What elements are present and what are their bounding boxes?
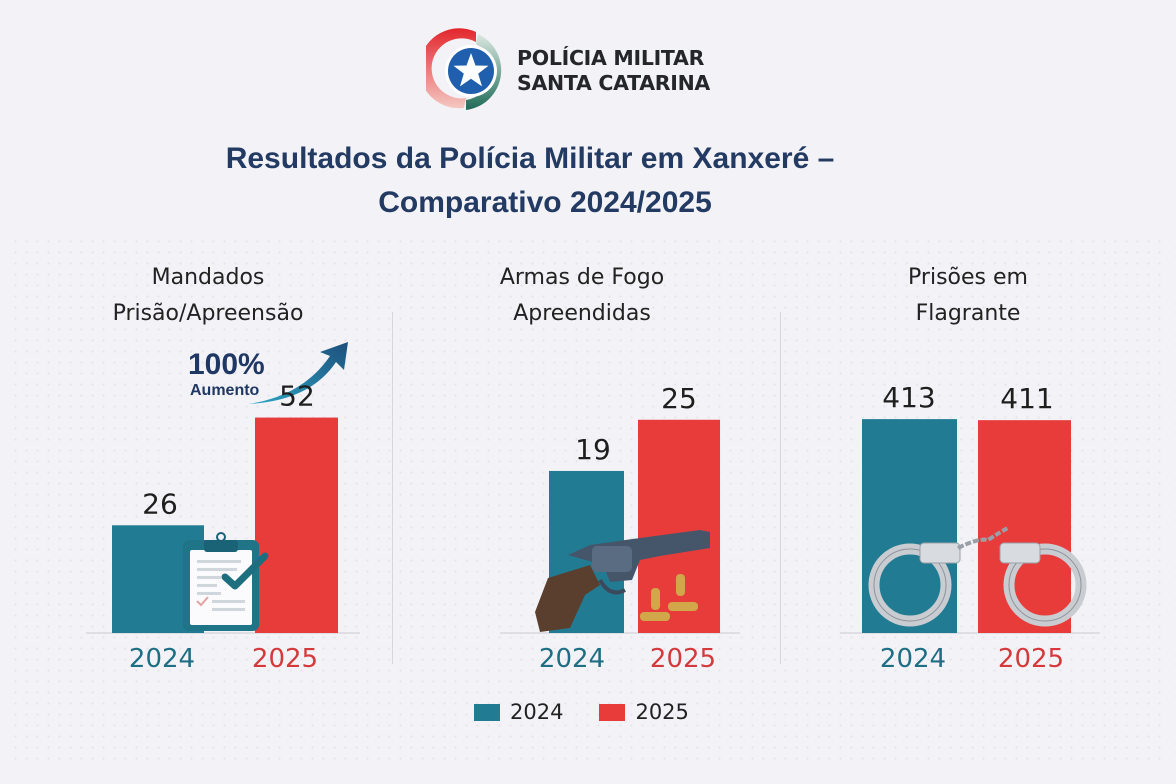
handcuffs-icon	[868, 526, 1087, 627]
chart-prisoes: 413 411 2024 2025	[840, 381, 1100, 674]
value-label-2024: 19	[575, 433, 611, 466]
title-line1: Resultados da Polícia Militar em Xanxeré…	[225, 142, 835, 175]
x-tick-2025: 2025	[650, 644, 716, 674]
badge-label: Aumento	[190, 382, 260, 399]
title-line2: Comparativo 2024/2025	[378, 186, 712, 219]
bar-2025	[978, 420, 1071, 633]
panel-title-line: Prisões em	[908, 265, 1028, 290]
legend: 2024 2025	[474, 700, 725, 724]
legend-label-2024: 2024	[510, 700, 564, 724]
revolver-icon	[535, 530, 710, 632]
pmsc-logo: POLÍCIA MILITAR SANTA CATARINA	[426, 28, 726, 114]
bar-2025	[638, 419, 720, 633]
increase-badge: 100% Aumento	[180, 338, 350, 408]
bar-2025	[255, 417, 338, 633]
legend-label-2025: 2025	[635, 700, 689, 724]
chart-armas: 19 25 2024 2025	[500, 382, 740, 674]
page-title: Resultados da Polícia Militar em Xanxeré…	[0, 137, 1060, 225]
panel-title-line: Flagrante	[915, 301, 1021, 326]
panel-divider	[392, 312, 393, 664]
value-label-2025: 52	[279, 380, 315, 413]
x-tick-2025: 2025	[252, 644, 318, 674]
x-tick-2024: 2024	[880, 644, 946, 674]
panel-title-line: Mandados	[151, 265, 265, 290]
value-label-2025: 25	[661, 382, 697, 415]
panel-title-line: Apreendidas	[513, 301, 651, 326]
pmsc-emblem-icon	[426, 28, 502, 110]
x-tick-2024: 2024	[539, 644, 605, 674]
org-name-line2: SANTA CATARINA	[517, 71, 710, 95]
org-name-line1: POLÍCIA MILITAR	[517, 46, 705, 70]
x-tick-2024: 2024	[129, 644, 195, 674]
badge-percent: 100%	[188, 348, 265, 381]
clipboard-check-icon	[183, 532, 269, 631]
panel-divider	[780, 312, 781, 664]
panel-title-prisoes: Prisões em Flagrante	[818, 260, 1118, 332]
value-label-2024: 413	[882, 381, 935, 414]
value-label-2024: 26	[142, 487, 178, 520]
value-label-2025: 411	[1000, 382, 1053, 415]
x-tick-2025: 2025	[998, 644, 1064, 674]
legend-swatch-2024	[474, 703, 500, 721]
panel-title-line: Prisão/Apreensão	[112, 301, 304, 326]
trend-arrow-up-icon	[248, 342, 348, 404]
panel-title-armas: Armas de Fogo Apreendidas	[432, 260, 732, 332]
panel-title-line: Armas de Fogo	[499, 265, 665, 290]
chart-mandados: 26 52 2024 2025	[86, 380, 360, 674]
panel-title-mandados: Mandados Prisão/Apreensão	[58, 260, 358, 332]
legend-swatch-2025	[599, 703, 626, 721]
